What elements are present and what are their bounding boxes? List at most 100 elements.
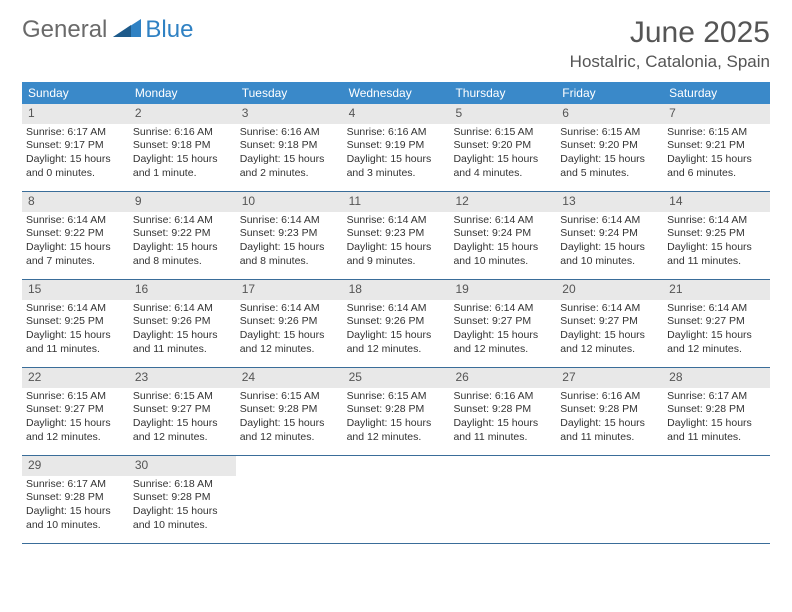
daylight-line: Daylight: 15 hours and 11 minutes. (667, 241, 766, 268)
sunset-line: Sunset: 9:27 PM (560, 315, 659, 329)
sunrise-line: Sunrise: 6:14 AM (453, 214, 552, 228)
location: Hostalric, Catalonia, Spain (570, 52, 770, 72)
daylight-line: Daylight: 15 hours and 0 minutes. (26, 153, 125, 180)
day-cell: 28Sunrise: 6:17 AMSunset: 9:28 PMDayligh… (663, 368, 770, 455)
day-number: 7 (663, 104, 770, 124)
logo: General Blue (22, 16, 193, 44)
daylight-line: Daylight: 15 hours and 12 minutes. (347, 417, 446, 444)
day-number: 29 (22, 456, 129, 476)
sunset-line: Sunset: 9:18 PM (240, 139, 339, 153)
week-row: 22Sunrise: 6:15 AMSunset: 9:27 PMDayligh… (22, 368, 770, 456)
sunset-line: Sunset: 9:27 PM (26, 403, 125, 417)
day-cell: 2Sunrise: 6:16 AMSunset: 9:18 PMDaylight… (129, 104, 236, 191)
day-body: Sunrise: 6:17 AMSunset: 9:17 PMDaylight:… (22, 124, 129, 185)
day-body: Sunrise: 6:14 AMSunset: 9:23 PMDaylight:… (343, 212, 450, 273)
day-number: 21 (663, 280, 770, 300)
daylight-line: Daylight: 15 hours and 12 minutes. (240, 417, 339, 444)
sunset-line: Sunset: 9:22 PM (133, 227, 232, 241)
sunrise-line: Sunrise: 6:16 AM (133, 126, 232, 140)
day-body: Sunrise: 6:14 AMSunset: 9:27 PMDaylight:… (449, 300, 556, 361)
day-cell: 4Sunrise: 6:16 AMSunset: 9:19 PMDaylight… (343, 104, 450, 191)
day-number: 6 (556, 104, 663, 124)
day-cell: 3Sunrise: 6:16 AMSunset: 9:18 PMDaylight… (236, 104, 343, 191)
day-body: Sunrise: 6:15 AMSunset: 9:20 PMDaylight:… (556, 124, 663, 185)
daylight-line: Daylight: 15 hours and 11 minutes. (453, 417, 552, 444)
day-cell: 5Sunrise: 6:15 AMSunset: 9:20 PMDaylight… (449, 104, 556, 191)
sunset-line: Sunset: 9:28 PM (453, 403, 552, 417)
sunrise-line: Sunrise: 6:14 AM (453, 302, 552, 316)
sunset-line: Sunset: 9:19 PM (347, 139, 446, 153)
day-number: 24 (236, 368, 343, 388)
day-cell: 11Sunrise: 6:14 AMSunset: 9:23 PMDayligh… (343, 192, 450, 279)
day-cell: 20Sunrise: 6:14 AMSunset: 9:27 PMDayligh… (556, 280, 663, 367)
day-number: 15 (22, 280, 129, 300)
day-cell: 29 Sunrise: 6:17 AMSunset: 9:28 PMDayligh… (22, 456, 129, 543)
sunrise-line: Sunrise: 6:18 AM (133, 478, 232, 492)
daylight-line: Daylight: 15 hours and 12 minutes. (240, 329, 339, 356)
day-headers-row: SundayMondayTuesdayWednesdayThursdayFrid… (22, 82, 770, 104)
sunset-line: Sunset: 9:26 PM (240, 315, 339, 329)
day-number: 1 (22, 104, 129, 124)
sunrise-line: Sunrise: 6:14 AM (560, 214, 659, 228)
sunrise-line: Sunrise: 6:14 AM (560, 302, 659, 316)
day-body: Sunrise: 6:14 AMSunset: 9:23 PMDaylight:… (236, 212, 343, 273)
sunrise-line: Sunrise: 6:16 AM (240, 126, 339, 140)
day-cell: 18Sunrise: 6:14 AMSunset: 9:26 PMDayligh… (343, 280, 450, 367)
sunset-line: Sunset: 9:28 PM (240, 403, 339, 417)
sunrise-line: Sunrise: 6:17 AM (26, 478, 125, 492)
day-number: 2 (129, 104, 236, 124)
day-number: 14 (663, 192, 770, 212)
day-body: Sunrise: 6:14 AMSunset: 9:26 PMDaylight:… (236, 300, 343, 361)
day-cell: 7Sunrise: 6:15 AMSunset: 9:21 PMDaylight… (663, 104, 770, 191)
daylight-line: Daylight: 15 hours and 5 minutes. (560, 153, 659, 180)
weeks-container: 1Sunrise: 6:17 AMSunset: 9:17 PMDaylight… (22, 104, 770, 544)
sunrise-line: Sunrise: 6:14 AM (347, 214, 446, 228)
day-cell: 8Sunrise: 6:14 AMSunset: 9:22 PMDaylight… (22, 192, 129, 279)
day-number: 9 (129, 192, 236, 212)
day-cell: 6Sunrise: 6:15 AMSunset: 9:20 PMDaylight… (556, 104, 663, 191)
day-number: 10 (236, 192, 343, 212)
daylight-line: Daylight: 15 hours and 6 minutes. (667, 153, 766, 180)
week-row: 15 Sunrise: 6:14 AM Sunset: 9:25 PM Dayligh… (22, 280, 770, 368)
day-cell: 22Sunrise: 6:15 AMSunset: 9:27 PMDayligh… (22, 368, 129, 455)
day-body: Sunrise: 6:15 AMSunset: 9:20 PMDaylight:… (449, 124, 556, 185)
sunset-line: Sunset: 9:28 PM (26, 491, 125, 505)
daylight-line: Daylight: 15 hours and 10 minutes. (26, 505, 125, 532)
day-number: 5 (449, 104, 556, 124)
day-body: Sunrise: 6:14 AMSunset: 9:24 PMDaylight:… (556, 212, 663, 273)
daylight-line: Daylight: 15 hours and 9 minutes. (347, 241, 446, 268)
day-number: 28 (663, 368, 770, 388)
day-number: 16 (129, 280, 236, 300)
sunrise-line: Sunrise: 6:17 AM (667, 390, 766, 404)
day-number: 20 (556, 280, 663, 300)
daylight-line: Daylight: 15 hours and 8 minutes. (133, 241, 232, 268)
day-cell: 25Sunrise: 6:15 AMSunset: 9:28 PMDayligh… (343, 368, 450, 455)
day-body: Sunrise: 6:14 AMSunset: 9:22 PMDaylight:… (129, 212, 236, 273)
daylight-line: Daylight: 15 hours and 8 minutes. (240, 241, 339, 268)
day-body: Sunrise: 6:15 AMSunset: 9:27 PMDaylight:… (129, 388, 236, 449)
day-number: 23 (129, 368, 236, 388)
sunset-line: Sunset: 9:25 PM (26, 315, 125, 329)
sunrise-line: Sunrise: 6:14 AM (133, 214, 232, 228)
day-header: Wednesday (343, 82, 450, 104)
day-body: Sunrise: 6:16 AMSunset: 9:19 PMDaylight:… (343, 124, 450, 185)
daylight-line: Daylight: 15 hours and 11 minutes. (667, 417, 766, 444)
sunset-line: Sunset: 9:20 PM (453, 139, 552, 153)
sunrise-line: Sunrise: 6:14 AM (240, 214, 339, 228)
day-cell (449, 456, 556, 543)
day-cell: 16Sunrise: 6:14 AMSunset: 9:26 PMDayligh… (129, 280, 236, 367)
day-body: Sunrise: 6:15 AMSunset: 9:21 PMDaylight:… (663, 124, 770, 185)
daylight-line: Daylight: 15 hours and 2 minutes. (240, 153, 339, 180)
day-header: Friday (556, 82, 663, 104)
sunset-line: Sunset: 9:17 PM (26, 139, 125, 153)
day-number: 18 (343, 280, 450, 300)
sunrise-line: Sunrise: 6:14 AM (133, 302, 232, 316)
daylight-line: Daylight: 15 hours and 12 minutes. (347, 329, 446, 356)
sunset-line: Sunset: 9:24 PM (453, 227, 552, 241)
day-body: Sunrise: 6:16 AMSunset: 9:28 PMDaylight:… (449, 388, 556, 449)
day-cell (556, 456, 663, 543)
day-body: Sunrise: 6:17 AMSunset: 9:28 PMDaylight:… (663, 388, 770, 449)
day-cell: 1Sunrise: 6:17 AMSunset: 9:17 PMDaylight… (22, 104, 129, 191)
daylight-line: Daylight: 15 hours and 12 minutes. (133, 417, 232, 444)
sunset-line: Sunset: 9:20 PM (560, 139, 659, 153)
